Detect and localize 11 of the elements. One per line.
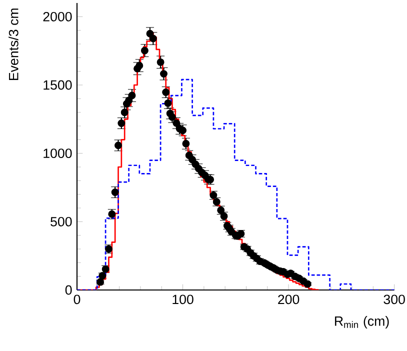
x-tick-label: 300: [384, 294, 405, 304]
y-tick-label: 1500: [44, 80, 72, 90]
y-axis-title: Events/3 cm: [8, 8, 18, 80]
x-tick-label: 0: [74, 294, 80, 304]
x-tick-label: 200: [278, 294, 300, 304]
y-tick-label: 0: [65, 285, 72, 295]
y-tick-label: 1000: [44, 148, 72, 158]
y-tick-label: 500: [50, 216, 72, 226]
y-tick-label: 2000: [43, 12, 72, 22]
x-tick-label: 100: [172, 294, 194, 304]
x-axis-title: R$_{min}$ (cm): [335, 316, 389, 328]
